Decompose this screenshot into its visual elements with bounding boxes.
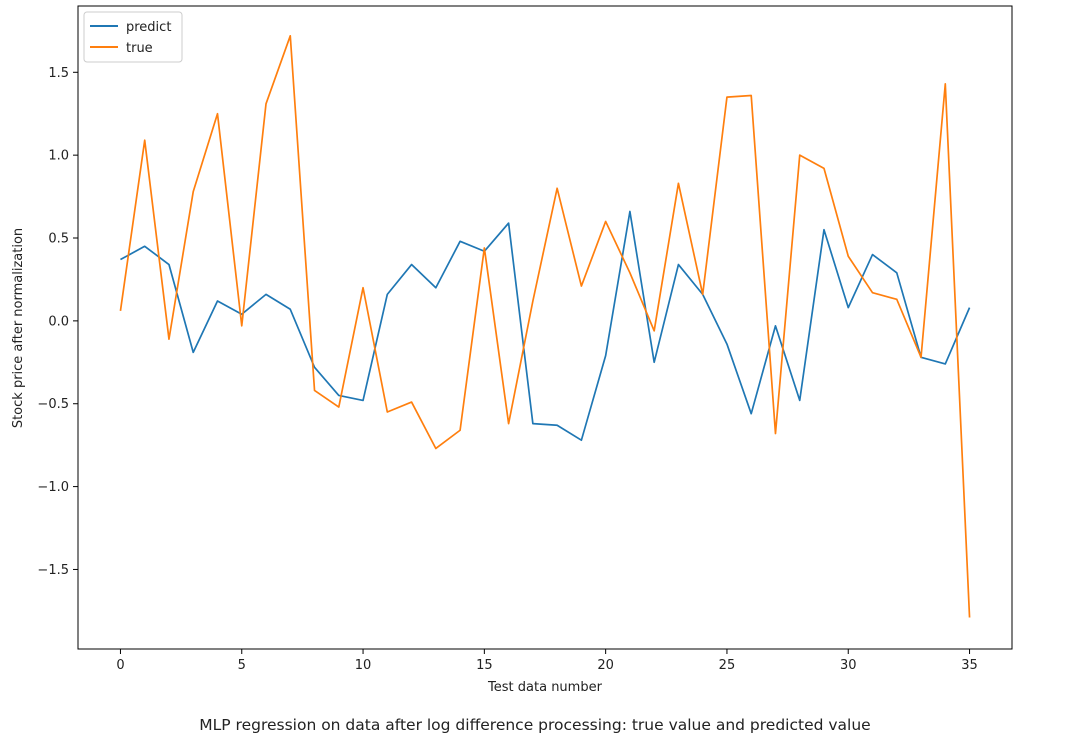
- y-axis-ticks: −1.5 −1.0 −0.5 0.0 0.5 1.0 1.5: [37, 66, 78, 578]
- x-tick-label: 20: [597, 658, 614, 673]
- y-axis-label: Stock price after normalization: [11, 228, 26, 428]
- series-layer: [119, 34, 971, 618]
- y-tick-label: 1.5: [48, 66, 69, 81]
- y-tick-label: −0.5: [37, 397, 69, 412]
- x-tick-label: 10: [355, 658, 372, 673]
- x-tick-label: 0: [116, 658, 124, 673]
- x-tick-label: 25: [719, 658, 736, 673]
- x-tick-label: 15: [476, 658, 493, 673]
- axes-frame: [77, 5, 1013, 650]
- x-tick-label: 5: [238, 658, 246, 673]
- y-tick-label: 1.0: [48, 149, 69, 164]
- y-tick-label: 0.5: [48, 232, 69, 247]
- series-line-predict: [120, 210, 971, 442]
- y-tick-label: 0.0: [48, 314, 69, 329]
- x-axis-label: Test data number: [487, 680, 603, 695]
- legend-label-true: true: [126, 41, 153, 56]
- y-tick-label: −1.5: [37, 563, 69, 578]
- legend-box: [83, 11, 183, 63]
- chart-title: MLP regression on data after log differe…: [199, 716, 871, 734]
- x-tick-label: 35: [961, 658, 978, 673]
- legend-label-predict: predict: [126, 20, 171, 35]
- x-axis-ticks: 0 5 10 15 20 25 30 35: [116, 649, 978, 673]
- x-tick-label: 30: [840, 658, 857, 673]
- legend: predict true: [83, 11, 183, 63]
- y-tick-label: −1.0: [37, 480, 69, 495]
- series-line-true: [119, 34, 971, 618]
- plot-area: 0 5 10 15 20 25 30 35 −1.5 −1.0 −0.5 0.0 0.5 1.0 1.5: [37, 5, 1013, 673]
